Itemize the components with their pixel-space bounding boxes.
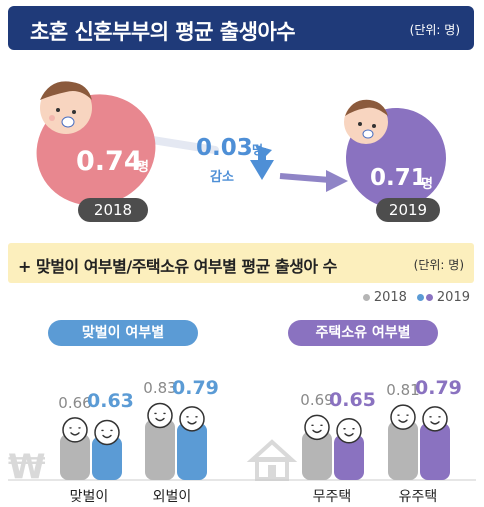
bar-외벌이-2018 bbox=[145, 419, 175, 480]
value-2018-unit: 명 bbox=[137, 160, 149, 175]
bar-face-유주택-2018 bbox=[397, 414, 409, 423]
bar-head-무주택-2018 bbox=[304, 414, 330, 441]
decrease-arrow-icon bbox=[250, 145, 348, 192]
category-label-no-house: 무주택 bbox=[312, 489, 352, 505]
category-label-house: 유주택 bbox=[398, 489, 438, 505]
subheader-title: + 맞벌이 여부별/주택소유 여부별 평균 출생아 수 bbox=[18, 257, 337, 276]
value-label-무주택-2019: 0.65 bbox=[329, 388, 376, 411]
value-2018: 0.74 bbox=[76, 146, 143, 177]
legend-dot-2019b-icon bbox=[425, 294, 433, 301]
page-title: 초혼 신혼부부의 평균 출생아수 bbox=[30, 20, 296, 44]
legend-label-2019: 2019 bbox=[436, 290, 470, 305]
value-2019-unit: 명 bbox=[421, 177, 433, 192]
value-2019: 0.71 bbox=[370, 165, 427, 191]
bar-head-유주택-2018 bbox=[390, 404, 416, 430]
decrease-label: 감소 bbox=[210, 170, 234, 185]
won-currency-icon: ₩ bbox=[8, 447, 46, 487]
bar-head-무주택-2019 bbox=[336, 418, 362, 444]
baby-2019-illustration bbox=[344, 99, 446, 208]
category-label-dual: 맞벌이 bbox=[69, 489, 109, 505]
svg-text:₩: ₩ bbox=[8, 447, 46, 487]
bar-face-외벌이-2018 bbox=[154, 412, 166, 422]
subheader-bar: + 맞벌이 여부별/주택소유 여부별 평균 출생아 수 (단위: 명) bbox=[8, 243, 474, 283]
bar-face-맞벌이-2018 bbox=[69, 427, 81, 436]
bar-face-무주택-2018 bbox=[311, 424, 323, 434]
bar-맞벌이-2018 bbox=[60, 433, 90, 480]
house-icon bbox=[246, 439, 298, 481]
category-label-single: 외벌이 bbox=[152, 489, 192, 505]
bar-유주택-2019 bbox=[420, 422, 450, 480]
bar-face-무주택-2019 bbox=[343, 428, 355, 437]
value-label-외벌이-2019: 0.79 bbox=[172, 376, 219, 399]
decrease-value: 0.03 bbox=[196, 135, 253, 161]
bar-유주택-2018 bbox=[388, 421, 418, 480]
legend-dot-2019a-icon bbox=[416, 294, 424, 301]
bar-head-맞벌이-2019 bbox=[94, 419, 120, 446]
value-label-무주택-2018: 0.69 bbox=[300, 391, 334, 410]
bar-face-유주택-2019 bbox=[429, 416, 441, 425]
bar-맞벌이-2019 bbox=[92, 436, 122, 480]
bar-head-유주택-2019 bbox=[422, 406, 448, 432]
title-banner: 초혼 신혼부부의 평균 출생아수 (단위: 명) bbox=[8, 6, 474, 50]
legend-item-2018: 2018 bbox=[362, 290, 407, 305]
value-label-맞벌이-2019: 0.63 bbox=[87, 390, 134, 413]
bar-head-외벌이-2018 bbox=[147, 402, 173, 429]
group-pill-dual-income: 맞벌이 여부별 bbox=[48, 320, 198, 346]
bar-head-맞벌이-2018 bbox=[62, 417, 88, 443]
value-label-유주택-2019: 0.79 bbox=[415, 376, 462, 399]
subheader-unit: (단위: 명) bbox=[413, 258, 464, 272]
value-label-유주택-2018: 0.81 bbox=[386, 381, 420, 400]
bar-face-맞벌이-2019 bbox=[101, 429, 113, 439]
legend-dot-2018-icon bbox=[362, 294, 370, 301]
bar-face-외벌이-2019 bbox=[186, 416, 198, 425]
year-2019-pill: 2019 bbox=[376, 198, 440, 222]
bars-layer bbox=[60, 402, 450, 480]
group-pill-housing: 주택소유 여부별 bbox=[288, 320, 438, 346]
bar-외벌이-2019 bbox=[177, 422, 207, 480]
legend-label-2018: 2018 bbox=[373, 290, 407, 305]
bar-무주택-2019 bbox=[334, 434, 364, 480]
decrease-unit: 명 bbox=[252, 143, 264, 157]
year-2018-pill: 2018 bbox=[78, 198, 148, 222]
summary-section: 0.74 명 2018 0.03 명 감소 0.71 명 2019 bbox=[0, 58, 484, 230]
baby-2018-illustration bbox=[36, 81, 219, 206]
unit-label: (단위: 명) bbox=[409, 23, 460, 37]
bar-무주택-2018 bbox=[302, 431, 332, 480]
value-label-외벌이-2018: 0.83 bbox=[143, 379, 177, 398]
bar-head-외벌이-2019 bbox=[179, 406, 205, 432]
legend-item-2019: 2019 bbox=[416, 290, 470, 305]
value-label-맞벌이-2018: 0.66 bbox=[58, 393, 92, 412]
chart-legend: 2018 2019 bbox=[362, 290, 470, 305]
